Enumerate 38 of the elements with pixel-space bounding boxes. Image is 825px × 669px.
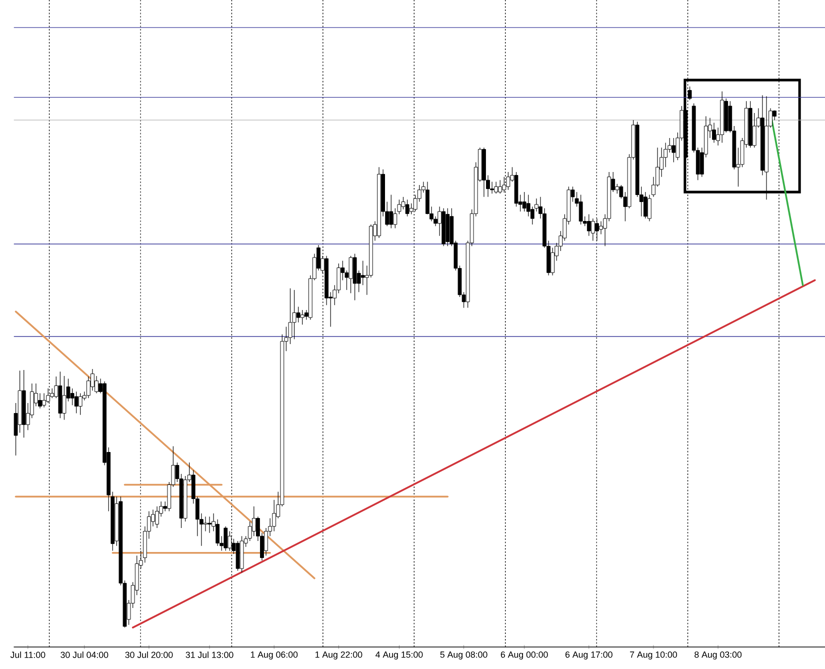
- candlestick: [348, 256, 353, 294]
- candlestick: [498, 180, 502, 194]
- candlestick: [590, 218, 595, 242]
- candlestick: [62, 376, 66, 420]
- candlestick: [405, 199, 410, 217]
- candlestick: [78, 393, 82, 416]
- candlestick: [204, 516, 208, 532]
- candlestick: [586, 214, 591, 236]
- x-tick-label: 5 Aug 08:00: [440, 652, 488, 660]
- x-tick-label: 1 Aug 06:00: [250, 652, 298, 660]
- x-tick-label: 1 Aug 22:00: [315, 652, 362, 660]
- x-tick-label: 30 Jul 20:00: [125, 652, 173, 658]
- candlestick: [42, 393, 46, 408]
- x-tick-label: Jul 11:00: [10, 652, 46, 658]
- candlestick: [252, 506, 256, 537]
- candlestick: [494, 182, 498, 194]
- candlestick: [300, 310, 304, 326]
- candlestick: [208, 516, 212, 534]
- candlestick: [550, 248, 555, 276]
- candlestick: [360, 260, 365, 286]
- x-tick-label: 6 Aug 17:00: [565, 652, 612, 660]
- candlestick: [292, 290, 296, 340]
- candlestick: [578, 194, 583, 225]
- candlestick: [672, 138, 676, 163]
- x-tick-label: 7 Aug 10:00: [630, 652, 677, 660]
- candlestick: [296, 306, 300, 323]
- x-tick-label: 31 Jul 13:00: [186, 652, 234, 658]
- candlestick: [224, 526, 228, 552]
- candlestick: [272, 500, 276, 532]
- x-tick-label: 30 Jul 04:00: [60, 652, 108, 658]
- candlestick: [393, 208, 398, 229]
- x-tick-label: 8 Aug 03:00: [694, 652, 742, 660]
- x-tick-label: 4 Aug 15:00: [376, 652, 423, 660]
- candlestick: [389, 194, 394, 229]
- candlestick: [643, 192, 648, 220]
- x-tick-label: 6 Aug 00:00: [500, 652, 548, 660]
- candlestick: [74, 392, 78, 414]
- candlestick: [155, 506, 159, 528]
